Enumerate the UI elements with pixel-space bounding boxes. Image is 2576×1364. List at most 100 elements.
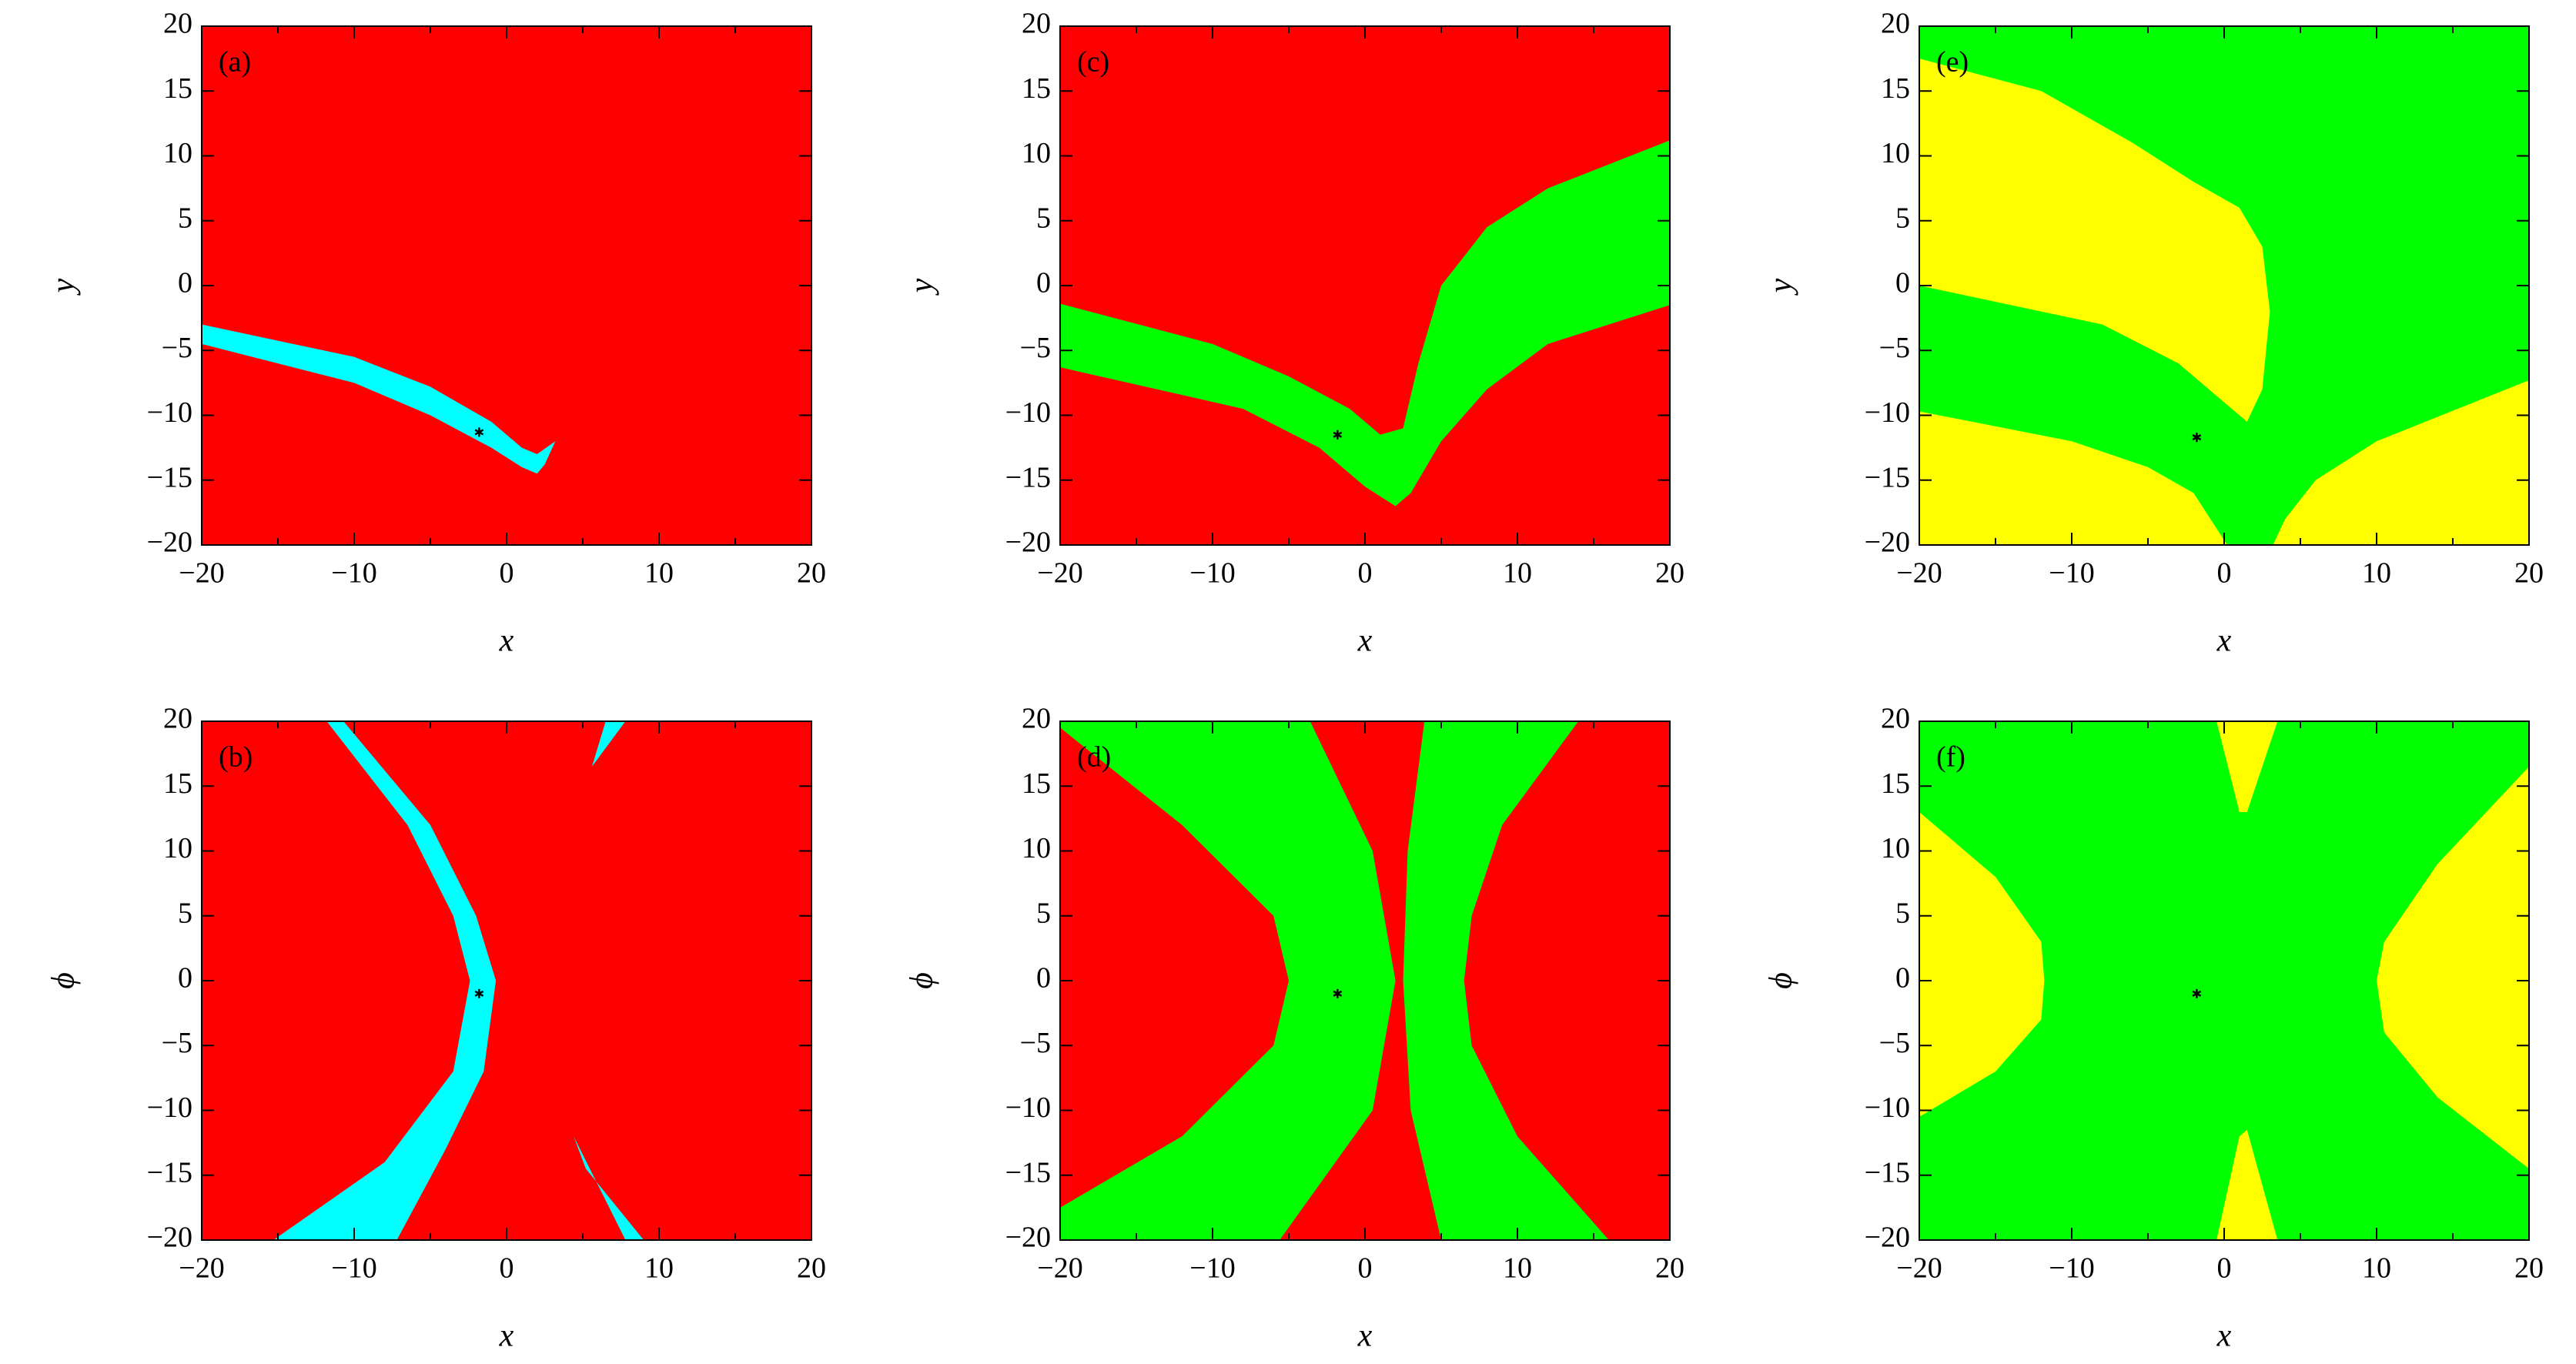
basin-region [1060,721,1396,1240]
y-tick-label: 10 [1022,137,1051,169]
y-tick-label: −20 [1865,527,1910,559]
y-tick-label: −10 [1005,1092,1051,1124]
y-tick-label: 15 [1881,767,1910,800]
basin-region [2216,721,2278,812]
basin-region [1060,140,1670,506]
basin-region [1919,59,2270,422]
regions [1919,721,2529,1240]
x-tick-label: −10 [331,1252,376,1285]
panel: −20 −10 0 10 20 −20 −15 −10 −5 0 5 10 15 20 x y (a) [46,8,826,659]
x-tick-label: −20 [179,1252,224,1285]
y-tick-label: 20 [163,703,192,735]
y-tick-label: 0 [178,962,192,995]
x-tick-label: −10 [2049,557,2094,590]
x-tick-label: 0 [2217,557,2232,590]
marker [474,988,484,998]
y-tick-label: −15 [1865,461,1910,493]
basin-region [1919,811,2045,1117]
x-tick-label: 20 [1655,557,1684,590]
y-tick-label: −5 [1020,1027,1051,1059]
panel: −20 −10 0 10 20 −20 −15 −10 −5 0 5 10 15 20 x y (e) [1764,8,2544,659]
y-tick-label: 5 [1895,202,1910,234]
y-tick-label: 15 [1022,72,1051,105]
x-tick-label: 0 [500,1252,514,1285]
y-tick-label: 0 [1036,962,1051,995]
panel-label: (f) [1936,741,1965,774]
x-axis-label: x [1357,1319,1373,1354]
x-tick-label: 0 [1358,1252,1373,1285]
plot-background [202,721,811,1240]
y-tick-label: −10 [1005,396,1051,429]
marker [2192,988,2202,998]
plot-background [202,26,811,545]
y-tick-label: 10 [1881,832,1910,864]
y-tick-label: −20 [1865,1222,1910,1254]
x-tick-label: −10 [1189,1252,1235,1285]
y-axis-label: ϕ [905,972,940,989]
y-tick-label: −10 [1865,1092,1910,1124]
regions [1919,59,2529,545]
basin-region [2377,766,2529,1169]
x-tick-label: −10 [1189,557,1235,590]
panel: −20 −10 0 10 20 −20 −15 −10 −5 0 5 10 15 20 x ϕ (b) [46,703,826,1354]
y-tick-label: −15 [1005,461,1051,493]
marker-stroke [2192,434,2202,441]
regions [273,721,644,1240]
y-tick-label: 10 [1881,137,1910,169]
x-tick-label: 10 [1503,557,1532,590]
y-tick-label: 20 [1881,703,1910,735]
x-tick-label: 10 [2362,1252,2391,1285]
y-tick-label: −20 [147,1222,192,1254]
regions [1060,140,1670,506]
panel-label: (d) [1077,741,1111,774]
y-tick-label: −5 [162,332,192,364]
basin-region [1403,721,1609,1240]
x-tick-label: 20 [797,557,826,590]
basin-region [1919,411,2227,545]
x-tick-label: −20 [1896,557,1942,590]
y-tick-label: 5 [178,202,192,234]
y-tick-label: −5 [1020,332,1051,364]
x-tick-label: −10 [331,557,376,590]
x-tick-label: −20 [1896,1252,1942,1285]
x-tick-label: 10 [644,557,674,590]
x-tick-label: 20 [1655,1252,1684,1285]
x-axis-label: x [499,623,514,659]
regions [202,324,556,474]
marker-stroke [474,990,484,997]
marker [474,427,484,437]
basin-region [2216,1129,2278,1240]
marker-stroke [2192,990,2202,997]
y-tick-label: 15 [1881,72,1910,105]
y-tick-label: 5 [1895,897,1910,929]
x-axis-label: x [1357,623,1373,659]
y-tick-label: −5 [1879,1027,1910,1059]
x-tick-label: 0 [2217,1252,2232,1285]
x-tick-label: 10 [644,1252,674,1285]
y-tick-label: −20 [1005,527,1051,559]
y-tick-label: −20 [147,527,192,559]
y-axis-label: y [1764,278,1799,296]
basin-region [273,721,497,1240]
y-tick-label: −15 [147,1156,192,1188]
x-axis-label: x [499,1319,514,1354]
y-tick-label: −5 [162,1027,192,1059]
y-tick-label: 15 [163,767,192,800]
panel-label: (a) [219,46,251,79]
y-tick-label: −10 [147,396,192,429]
y-axis-label: ϕ [1764,972,1799,989]
y-tick-label: 0 [178,267,192,299]
y-tick-label: −10 [1865,396,1910,429]
y-tick-label: −20 [1005,1222,1051,1254]
panel: −20 −10 0 10 20 −20 −15 −10 −5 0 5 10 15 20 x ϕ (f) [1764,703,2544,1354]
x-tick-label: 20 [2514,1252,2544,1285]
x-tick-label: 0 [1358,557,1373,590]
marker-stroke [1333,431,1343,438]
y-tick-label: 15 [163,72,192,105]
y-tick-label: 0 [1895,962,1910,995]
x-tick-label: −20 [179,557,224,590]
y-tick-label: 20 [1881,8,1910,40]
x-tick-label: −20 [1037,557,1082,590]
basin-region [591,721,626,767]
